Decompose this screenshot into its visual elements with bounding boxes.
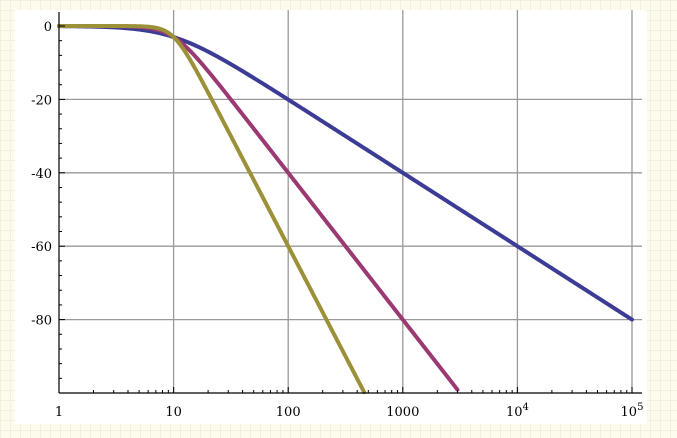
x-tick-exponent: 5: [637, 402, 643, 413]
x-tick-label: 100: [276, 405, 301, 420]
x-tick-exponent: 4: [522, 402, 528, 413]
y-tick-label: 0: [44, 20, 52, 35]
series-line-order-1: [57, 24, 634, 322]
series-group: [57, 24, 634, 394]
axes: [58, 12, 642, 394]
plot-background: [15, 10, 647, 424]
y-tick-label: -60: [31, 240, 52, 255]
y-tick-label: -20: [31, 93, 52, 108]
series-line-order-3: [57, 24, 367, 394]
grid: [59, 10, 642, 393]
x-tick-label: 1000: [386, 405, 419, 420]
y-tick-label: -80: [31, 314, 52, 329]
y-tick-label: -40: [31, 167, 52, 182]
x-tick-label: 1: [55, 405, 63, 420]
x-tick-label: 10: [165, 405, 182, 420]
